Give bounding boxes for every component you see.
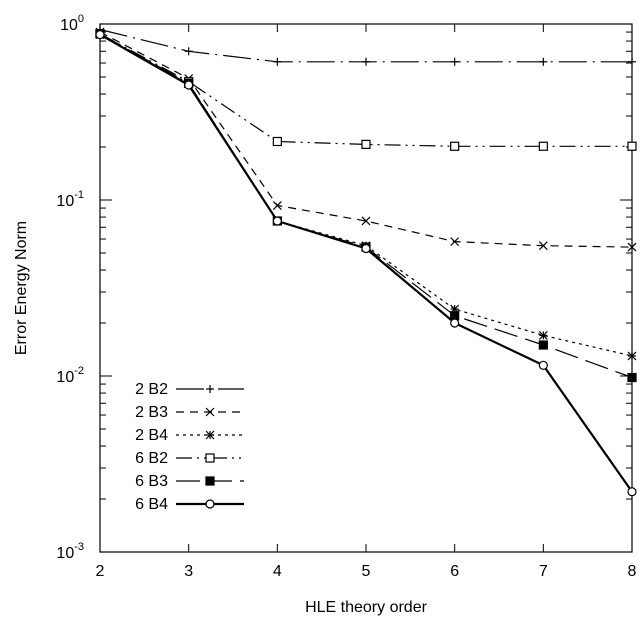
- legend-marker: [205, 499, 215, 509]
- marker-shape: [538, 340, 548, 350]
- tick-label-group: 2 3 4 5 6 7 8 100 10-1 10-2 10-3: [56, 13, 636, 580]
- plot-frame: [99, 23, 633, 553]
- series-line-6-b3: [99, 33, 633, 379]
- marker-shape: [361, 243, 371, 254]
- x-tick-label: 2: [96, 563, 105, 580]
- legend-marker: [205, 430, 215, 440]
- x-tick-label: 3: [184, 563, 193, 580]
- x-tick-label: 5: [362, 563, 371, 580]
- y-axis-label: Error Energy Norm: [13, 221, 30, 355]
- data-point-6-b4: [95, 30, 105, 40]
- x-tick-label: 8: [628, 563, 637, 580]
- marker-shape: [184, 80, 194, 90]
- legend-marker: [205, 476, 215, 486]
- marker-stroke: [627, 242, 637, 252]
- data-point-6-b3: [627, 372, 637, 383]
- data-point-2-b2: [539, 57, 548, 66]
- data-point-2-b2: [450, 57, 459, 66]
- data-point-6-b4: [272, 216, 282, 226]
- y-tick-label: 10-3: [56, 541, 84, 562]
- legend-label: 2 B4: [135, 427, 168, 444]
- legend-label: 6 B2: [135, 450, 168, 467]
- legend-marker: [205, 453, 215, 463]
- marker-shape: [272, 136, 282, 147]
- series-line-2-b2: [99, 28, 632, 63]
- marker-shape: [627, 372, 637, 383]
- marker-stroke: [538, 331, 548, 340]
- y-tick-label: 100: [60, 13, 84, 34]
- data-point-2-b2: [273, 57, 282, 66]
- marker-shape: [205, 453, 215, 463]
- data-point-6-b2: [538, 141, 548, 151]
- legend: 2 B2 2 B3 2 B4 6 B2 6 B3 6 B4: [135, 381, 244, 513]
- marker-stroke: [538, 241, 548, 251]
- series-line-2-b4: [99, 34, 633, 357]
- marker-shape: [450, 318, 460, 328]
- marker-stroke: [205, 407, 215, 417]
- data-point-2-b3: [627, 242, 637, 252]
- data-point-6-b4: [627, 487, 637, 497]
- data-point-2-b3: [361, 216, 371, 226]
- marker-shape: [538, 360, 548, 370]
- x-axis-label: HLE theory order: [305, 599, 428, 616]
- x-tick-label: 7: [539, 563, 548, 580]
- tick-group: [99, 23, 633, 553]
- data-point-6-b4: [361, 243, 371, 254]
- data-point-6-b4: [184, 80, 194, 90]
- marker-shape: [627, 487, 637, 497]
- plot-frame-group: [99, 23, 633, 553]
- marker-shape: [272, 216, 282, 226]
- legend-marker: [206, 385, 214, 393]
- data-point-2-b2: [628, 57, 636, 66]
- data-point-2-b4: [627, 351, 637, 361]
- data-point-6-b2: [361, 139, 371, 149]
- data-point-2-b4: [538, 331, 548, 340]
- marker-shape: [205, 476, 215, 486]
- legend-marker: [205, 407, 215, 417]
- data-point-6-b2: [627, 141, 637, 151]
- marker-stroke: [205, 430, 215, 440]
- data-point-2-b3: [272, 201, 282, 210]
- series-line-6-b2: [99, 33, 632, 147]
- marker-shape: [450, 141, 460, 151]
- marker-stroke: [272, 201, 282, 210]
- legend-label: 2 B3: [135, 404, 168, 421]
- x-tick-label: 6: [450, 563, 459, 580]
- marker-shape: [538, 141, 548, 151]
- marker-shape: [205, 499, 215, 509]
- y-tick-label: 10-2: [56, 365, 84, 386]
- marker-shape: [361, 139, 371, 149]
- marker-stroke: [627, 351, 637, 361]
- marker-shape: [627, 141, 637, 151]
- legend-label: 6 B4: [135, 496, 168, 513]
- legend-label: 2 B2: [135, 381, 168, 398]
- data-point-6-b4: [538, 360, 548, 370]
- data-point-6-b2: [272, 136, 282, 147]
- marker-stroke: [450, 237, 460, 247]
- marker-shape: [95, 30, 105, 40]
- marker-stroke: [361, 216, 371, 226]
- data-point-6-b3: [538, 340, 548, 350]
- series-line-6-b4: [99, 33, 633, 493]
- series-lines-group: [99, 28, 633, 493]
- legend-label: 6 B3: [135, 473, 168, 490]
- x-tick-label: 4: [273, 563, 282, 580]
- series-markers-group: [95, 25, 637, 497]
- y-tick-label: 10-1: [56, 189, 84, 210]
- data-point-2-b2: [184, 47, 193, 56]
- data-point-2-b3: [450, 237, 460, 247]
- data-point-2-b3: [538, 241, 548, 251]
- data-point-2-b2: [362, 57, 370, 66]
- data-point-6-b2: [450, 141, 460, 151]
- data-point-6-b4: [450, 318, 460, 328]
